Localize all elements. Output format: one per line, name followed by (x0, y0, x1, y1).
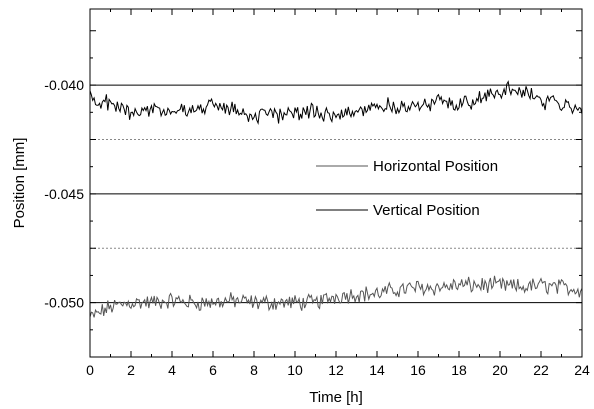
y-axis-title: Position [mm] (11, 138, 28, 229)
y-tick-label: -0.050 (44, 295, 84, 311)
y-tick-label: -0.045 (44, 186, 84, 202)
x-tick-label: 14 (369, 362, 385, 378)
x-tick-label: 18 (451, 362, 467, 378)
x-tick-label: 6 (209, 362, 217, 378)
legend-label-vertical: Vertical Position (373, 202, 480, 219)
y-tick-label: -0.040 (44, 77, 84, 93)
data-series (89, 80, 583, 318)
x-tick-label: 10 (287, 362, 303, 378)
legend-label-horizontal: Horizontal Position (373, 158, 498, 175)
x-tick-label: 16 (410, 362, 426, 378)
axis-ticks (89, 9, 583, 358)
x-axis-title: Time [h] (309, 389, 363, 406)
grid-lines (90, 84, 582, 304)
plot-frame (89, 8, 583, 358)
tick-labels: 0 2 4 6 8 10 12 14 16 18 20 22 24-0.040-0.045-0.050 (44, 77, 590, 378)
x-tick-label: 0 (86, 362, 94, 378)
x-tick-label: 4 (168, 362, 176, 378)
x-tick-label: 8 (250, 362, 258, 378)
series-line-horizontal (89, 275, 583, 318)
x-tick-label: 22 (533, 362, 549, 378)
x-tick-label: 2 (127, 362, 135, 378)
series-line-vertical (89, 80, 583, 125)
legend: Horizontal Position Vertical Position (316, 158, 498, 219)
x-tick-label: 12 (328, 362, 344, 378)
x-tick-label: 20 (492, 362, 508, 378)
x-tick-label: 24 (574, 362, 590, 378)
